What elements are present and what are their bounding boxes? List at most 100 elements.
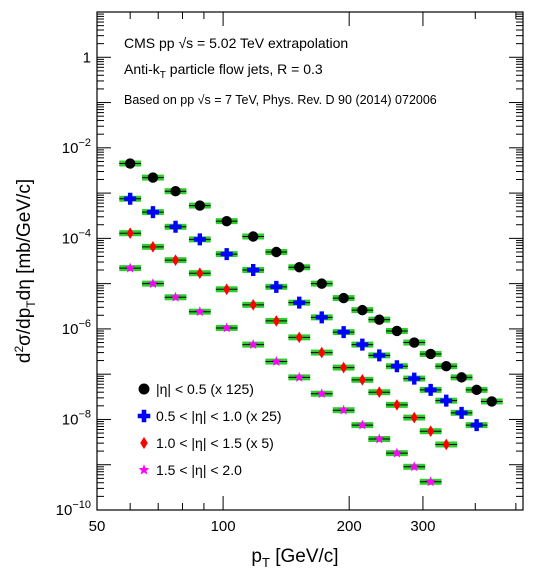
data-point <box>486 396 497 407</box>
data-point <box>316 278 327 289</box>
data-point <box>393 399 401 411</box>
axes: 50 100 200 300 1 10−2 10−4 10−6 10−8 10−10 pT [GeV… <box>12 11 524 570</box>
data-point <box>171 254 180 266</box>
annotation-1: CMS pp √s = 5.02 TeV extrapolation <box>124 35 348 51</box>
data-point <box>338 404 349 415</box>
data-point <box>293 296 306 309</box>
data-point <box>424 383 437 396</box>
data-point <box>338 292 349 304</box>
data-point <box>425 476 436 487</box>
x-axis-title: pT [GeV/c] <box>251 546 338 570</box>
annotation-3: Based on pp √s = 7 TeV, Phys. Rev. D 90 … <box>124 93 437 107</box>
legend-marker <box>140 436 148 450</box>
data-point <box>247 231 259 242</box>
y-tick-label: 1 <box>83 49 91 66</box>
data-point <box>169 220 182 233</box>
series-4 <box>119 262 442 487</box>
legend-label: 0.5 < |η| < 1.0 (x 25) <box>156 408 282 424</box>
data-point <box>471 384 482 396</box>
data-point <box>223 283 231 296</box>
annotations: CMS pp √s = 5.02 TeV extrapolation Anti-k… <box>124 35 437 107</box>
data-point <box>271 356 282 367</box>
legend-label: 1.5 < |η| < 2.0 <box>156 462 242 478</box>
data-point <box>427 425 435 438</box>
data-point <box>340 361 348 374</box>
data-point <box>170 291 181 302</box>
data-point <box>373 349 386 362</box>
data-point <box>147 172 159 183</box>
data-point <box>425 348 436 360</box>
data-point <box>220 248 233 261</box>
legend: |η| < 0.5 (x 125) 0.5 < |η| < 1.0 (x 25) 1… <box>137 381 282 478</box>
data-point <box>316 388 327 399</box>
legend-marker <box>138 464 150 475</box>
data-point <box>247 264 260 277</box>
data-point <box>441 361 452 372</box>
data-point <box>410 411 418 424</box>
data-point <box>193 233 206 246</box>
data-point <box>390 360 403 373</box>
data-point <box>357 304 368 316</box>
data-point <box>356 338 369 351</box>
data-point <box>357 419 368 430</box>
data-point <box>194 200 206 211</box>
data-point <box>294 371 305 382</box>
data-point <box>170 186 181 197</box>
y-tick-label: 10−8 <box>62 408 91 428</box>
data-point <box>391 447 403 458</box>
data-point <box>470 419 483 432</box>
data-points <box>119 158 503 487</box>
data-point <box>391 325 403 337</box>
data-point <box>272 315 280 327</box>
y-tick-label: 10−10 <box>56 499 91 519</box>
x-tick-label: 100 <box>211 518 236 535</box>
data-point <box>146 206 159 219</box>
data-point <box>455 406 468 419</box>
data-point <box>409 337 420 348</box>
series-2 <box>119 192 488 432</box>
data-point <box>149 241 157 253</box>
data-point <box>337 326 350 339</box>
data-point <box>315 311 328 324</box>
data-point <box>294 262 305 273</box>
legend-marker <box>137 409 151 423</box>
data-point <box>247 339 259 350</box>
legend-marker <box>138 383 150 395</box>
data-point <box>374 433 385 444</box>
data-point <box>221 215 232 227</box>
series-3 <box>119 227 458 451</box>
legend-entry-3: 1.0 < |η| < 1.5 (x 5) <box>140 435 274 451</box>
data-point <box>358 374 366 386</box>
data-point <box>375 386 383 398</box>
series-1 <box>119 158 503 407</box>
legend-label: 1.0 < |η| < 1.5 (x 5) <box>156 435 274 451</box>
data-point <box>124 158 136 169</box>
data-point <box>194 306 206 317</box>
data-point <box>442 438 450 451</box>
data-point <box>124 192 137 205</box>
data-point <box>249 299 257 311</box>
data-point <box>440 394 453 407</box>
data-point <box>221 322 232 333</box>
data-point <box>124 262 136 273</box>
legend-label: |η| < 0.5 (x 125) <box>156 381 254 397</box>
annotation-2: Anti-kT particle flow jets, R = 0.3 <box>124 61 323 81</box>
y-tick-label: 10−4 <box>62 227 91 247</box>
data-point <box>374 314 385 325</box>
data-point <box>147 278 159 289</box>
data-point <box>270 280 283 293</box>
data-point <box>318 346 326 359</box>
x-tick-label: 300 <box>410 518 435 535</box>
legend-entry-2: 0.5 < |η| < 1.0 (x 25) <box>137 408 282 424</box>
data-point <box>295 331 303 344</box>
y-tick-label: 10−6 <box>62 318 91 338</box>
x-tick-label: 200 <box>337 518 362 535</box>
legend-entry-1: |η| < 0.5 (x 125) <box>138 381 254 397</box>
y-axis-title: d2σ/dpTdη [mb/GeV/c] <box>12 179 38 363</box>
data-point <box>196 267 204 280</box>
legend-entry-4: 1.5 < |η| < 2.0 <box>138 462 242 478</box>
x-tick-label: 50 <box>89 518 106 535</box>
y-tick-label: 10−2 <box>62 137 91 157</box>
data-point <box>408 372 421 385</box>
